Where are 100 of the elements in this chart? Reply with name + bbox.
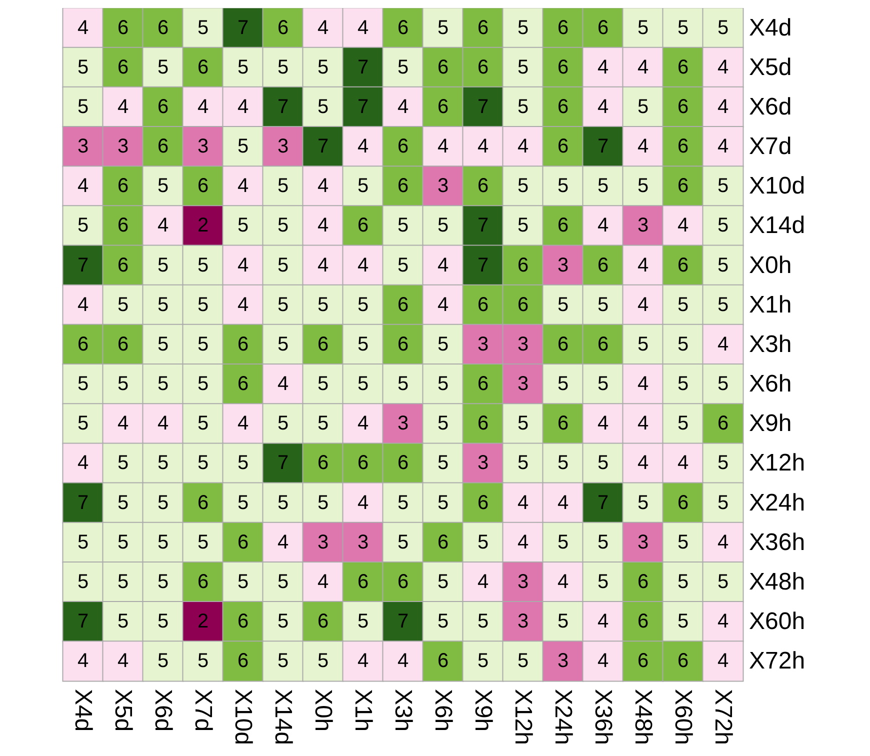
data-label: 5 [157,254,169,276]
data-label: 5 [597,531,609,554]
data-label: 3 [477,333,489,356]
data-label: 5 [197,16,209,39]
data-label: 4 [197,96,209,118]
data-label: 5 [397,56,409,78]
y-tick-label: X1h [749,291,792,318]
data-label: 5 [437,412,449,435]
data-label: 5 [437,610,449,633]
data-label: 5 [677,570,689,593]
data-label: 5 [317,294,329,316]
data-label: 4 [157,214,169,237]
data-label: 5 [277,412,289,435]
data-label: 4 [77,294,89,316]
data-label: 4 [317,570,329,593]
data-label: 4 [637,294,649,316]
data-label: 6 [397,136,409,158]
data-label: 3 [277,136,289,158]
data-label: 5 [717,214,729,237]
data-label: 7 [597,136,609,158]
data-label: 6 [557,214,569,237]
data-label: 4 [557,492,569,514]
data-label: 5 [717,175,729,198]
data-label: 5 [597,373,609,396]
data-label: 6 [477,492,489,514]
data-label: 5 [157,492,169,514]
data-label: 4 [357,650,369,672]
data-label: 5 [317,492,329,514]
y-tick-label: X5d [749,54,792,81]
data-label: 5 [197,452,209,474]
data-label: 2 [197,214,209,237]
data-label: 5 [157,610,169,633]
data-label: 5 [117,294,129,316]
data-label: 5 [557,294,569,316]
data-label: 4 [717,56,729,78]
x-tick-label: X3h [390,688,416,732]
data-label: 5 [717,254,729,276]
data-label: 7 [397,610,409,633]
data-label: 5 [157,294,169,316]
data-label: 6 [317,333,329,356]
data-label: 5 [157,373,169,396]
data-label: 2 [197,610,209,633]
data-label: 6 [597,254,609,276]
data-label: 6 [517,254,529,276]
y-tick-label: X72h [749,648,806,675]
data-label: 5 [557,452,569,474]
data-label: 6 [117,333,129,356]
data-label: 6 [237,610,249,633]
data-label: 5 [517,175,529,198]
data-label: 5 [277,650,289,672]
data-label: 6 [437,531,449,554]
data-label: 6 [557,56,569,78]
data-label: 7 [77,492,89,514]
data-label: 5 [717,452,729,474]
data-label: 5 [557,373,569,396]
data-label: 6 [557,412,569,435]
data-label: 5 [277,610,289,633]
data-label: 5 [157,56,169,78]
data-label: 4 [557,570,569,593]
data-label: 4 [397,650,409,672]
data-label: 5 [397,373,409,396]
data-label: 4 [237,254,249,276]
data-label: 5 [677,373,689,396]
data-label: 4 [517,136,529,158]
data-label: 5 [597,452,609,474]
data-label: 5 [517,650,529,672]
data-label: 5 [77,412,89,435]
data-label: 5 [557,610,569,633]
data-label: 6 [477,175,489,198]
data-label: 6 [677,56,689,78]
data-label: 4 [477,136,489,158]
data-label: 5 [637,492,649,514]
data-label: 5 [237,452,249,474]
data-label: 5 [357,175,369,198]
data-label: 4 [637,373,649,396]
data-label: 3 [557,650,569,672]
data-label: 6 [117,175,129,198]
data-label: 6 [117,214,129,237]
y-tick-label: X7d [749,133,792,160]
data-label: 4 [717,136,729,158]
data-label: 4 [717,610,729,633]
data-label: 6 [357,570,369,593]
data-label: 5 [237,570,249,593]
data-label: 6 [357,452,369,474]
data-label: 5 [717,570,729,593]
data-label: 5 [317,412,329,435]
data-label: 6 [397,175,409,198]
data-label: 5 [397,214,409,237]
data-label: 7 [477,214,489,237]
data-label: 4 [637,452,649,474]
data-label: 6 [477,294,489,316]
data-label: 5 [637,333,649,356]
data-label: 5 [157,452,169,474]
data-label: 5 [317,96,329,118]
data-label: 5 [517,214,529,237]
data-label: 5 [317,650,329,672]
data-label: 3 [397,412,409,435]
data-label: 5 [677,531,689,554]
data-label: 6 [117,56,129,78]
data-label: 4 [517,492,529,514]
